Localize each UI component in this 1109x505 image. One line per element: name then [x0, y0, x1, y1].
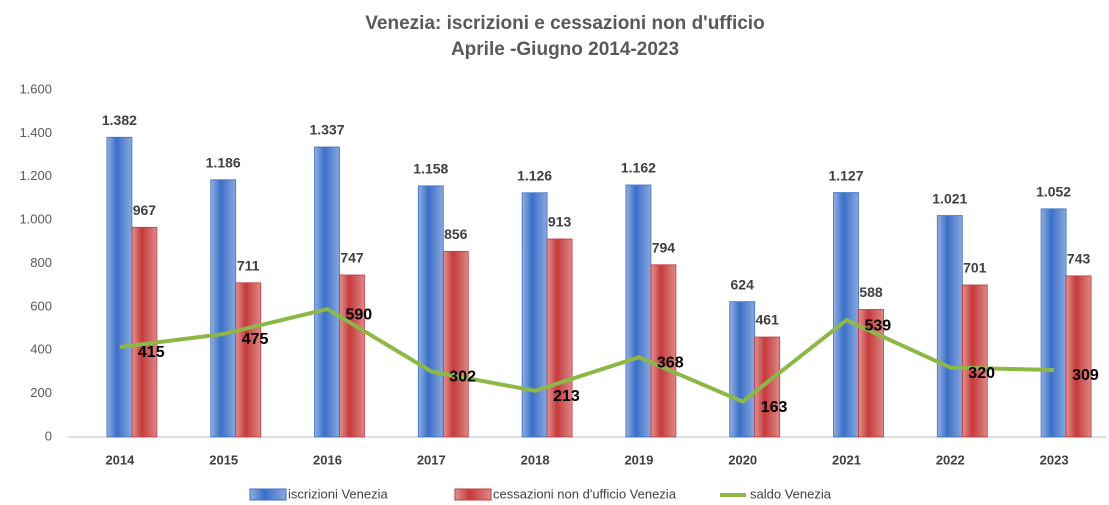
data-label: 856 — [444, 226, 468, 242]
y-tick-label: 1.600 — [19, 81, 52, 96]
x-tick-label: 2014 — [105, 452, 135, 467]
data-label: 747 — [340, 250, 364, 266]
x-tick-label: 2021 — [832, 452, 861, 467]
x-tick-label: 2020 — [728, 452, 757, 467]
x-tick-label: 2016 — [313, 452, 342, 467]
data-label: 475 — [242, 331, 269, 348]
bar — [339, 274, 365, 438]
bar — [106, 136, 133, 438]
data-label: 1.127 — [828, 167, 863, 183]
bar — [1065, 275, 1092, 438]
data-label: 588 — [859, 284, 883, 300]
data-label: 1.382 — [102, 112, 137, 128]
data-label: 1.021 — [932, 190, 967, 206]
x-tick-label: 2022 — [936, 452, 965, 467]
data-label: 711 — [237, 258, 260, 274]
legend-label: cessazioni non d'ufficio Venezia — [493, 486, 677, 501]
chart-subtitle: Aprile -Giugno 2014-2023 — [451, 39, 679, 60]
data-label: 1.186 — [206, 154, 241, 170]
y-tick-label: 600 — [30, 298, 52, 313]
data-label: 1.162 — [621, 160, 656, 176]
bar — [210, 179, 237, 438]
bar — [754, 336, 781, 438]
data-label: 967 — [133, 202, 157, 218]
y-tick-label: 1.400 — [19, 125, 52, 140]
bar — [729, 301, 756, 438]
data-label: 743 — [1067, 251, 1091, 267]
line — [119, 307, 1055, 404]
bar — [936, 215, 963, 438]
bar — [131, 226, 158, 438]
y-tick-label: 1.000 — [19, 212, 52, 227]
data-label: 309 — [1072, 367, 1099, 384]
data-label: 320 — [968, 365, 995, 382]
y-tick-label: 1.200 — [19, 168, 52, 183]
legend-swatch — [454, 488, 492, 501]
bar — [235, 282, 262, 438]
bar — [521, 192, 548, 438]
y-tick-label: 0 — [45, 428, 52, 443]
y-tick-label: 800 — [30, 255, 52, 270]
data-label: 1.052 — [1036, 184, 1071, 200]
data-label: 461 — [756, 312, 780, 328]
y-tick-label: 200 — [30, 385, 52, 400]
x-tick-label: 2015 — [209, 452, 238, 467]
data-label: 624 — [731, 276, 755, 292]
bar — [417, 185, 444, 438]
bar — [546, 238, 573, 438]
legend-swatch — [249, 488, 287, 501]
legend-label: saldo Venezia — [750, 486, 832, 501]
x-tick-label: 2017 — [417, 452, 446, 467]
data-label: 1.158 — [413, 161, 448, 177]
chart-title: Venezia: iscrizioni e cessazioni non d'u… — [365, 13, 764, 34]
x-tick-label: 2019 — [624, 452, 653, 467]
bar — [833, 192, 859, 438]
data-label: 1.126 — [517, 168, 552, 184]
data-label: 590 — [346, 306, 373, 323]
bar — [314, 146, 340, 438]
y-tick-label: 400 — [30, 342, 52, 357]
data-label: 163 — [761, 399, 788, 416]
data-label: 302 — [449, 369, 476, 386]
data-label: 539 — [865, 317, 892, 334]
bar — [625, 184, 652, 438]
bar — [1040, 208, 1067, 438]
bar — [650, 264, 677, 438]
bar — [442, 250, 469, 438]
data-label: 415 — [138, 344, 165, 361]
x-tick-label: 2018 — [521, 452, 550, 467]
data-label: 794 — [652, 240, 676, 256]
legend-label: iscrizioni Venezia — [288, 486, 388, 501]
data-label: 701 — [963, 260, 987, 276]
x-tick-label: 2023 — [1040, 452, 1069, 467]
data-label: 1.337 — [309, 122, 344, 138]
bar — [961, 284, 988, 438]
data-label: 213 — [553, 388, 580, 405]
data-label: 913 — [548, 214, 572, 230]
data-label: 368 — [657, 354, 684, 371]
